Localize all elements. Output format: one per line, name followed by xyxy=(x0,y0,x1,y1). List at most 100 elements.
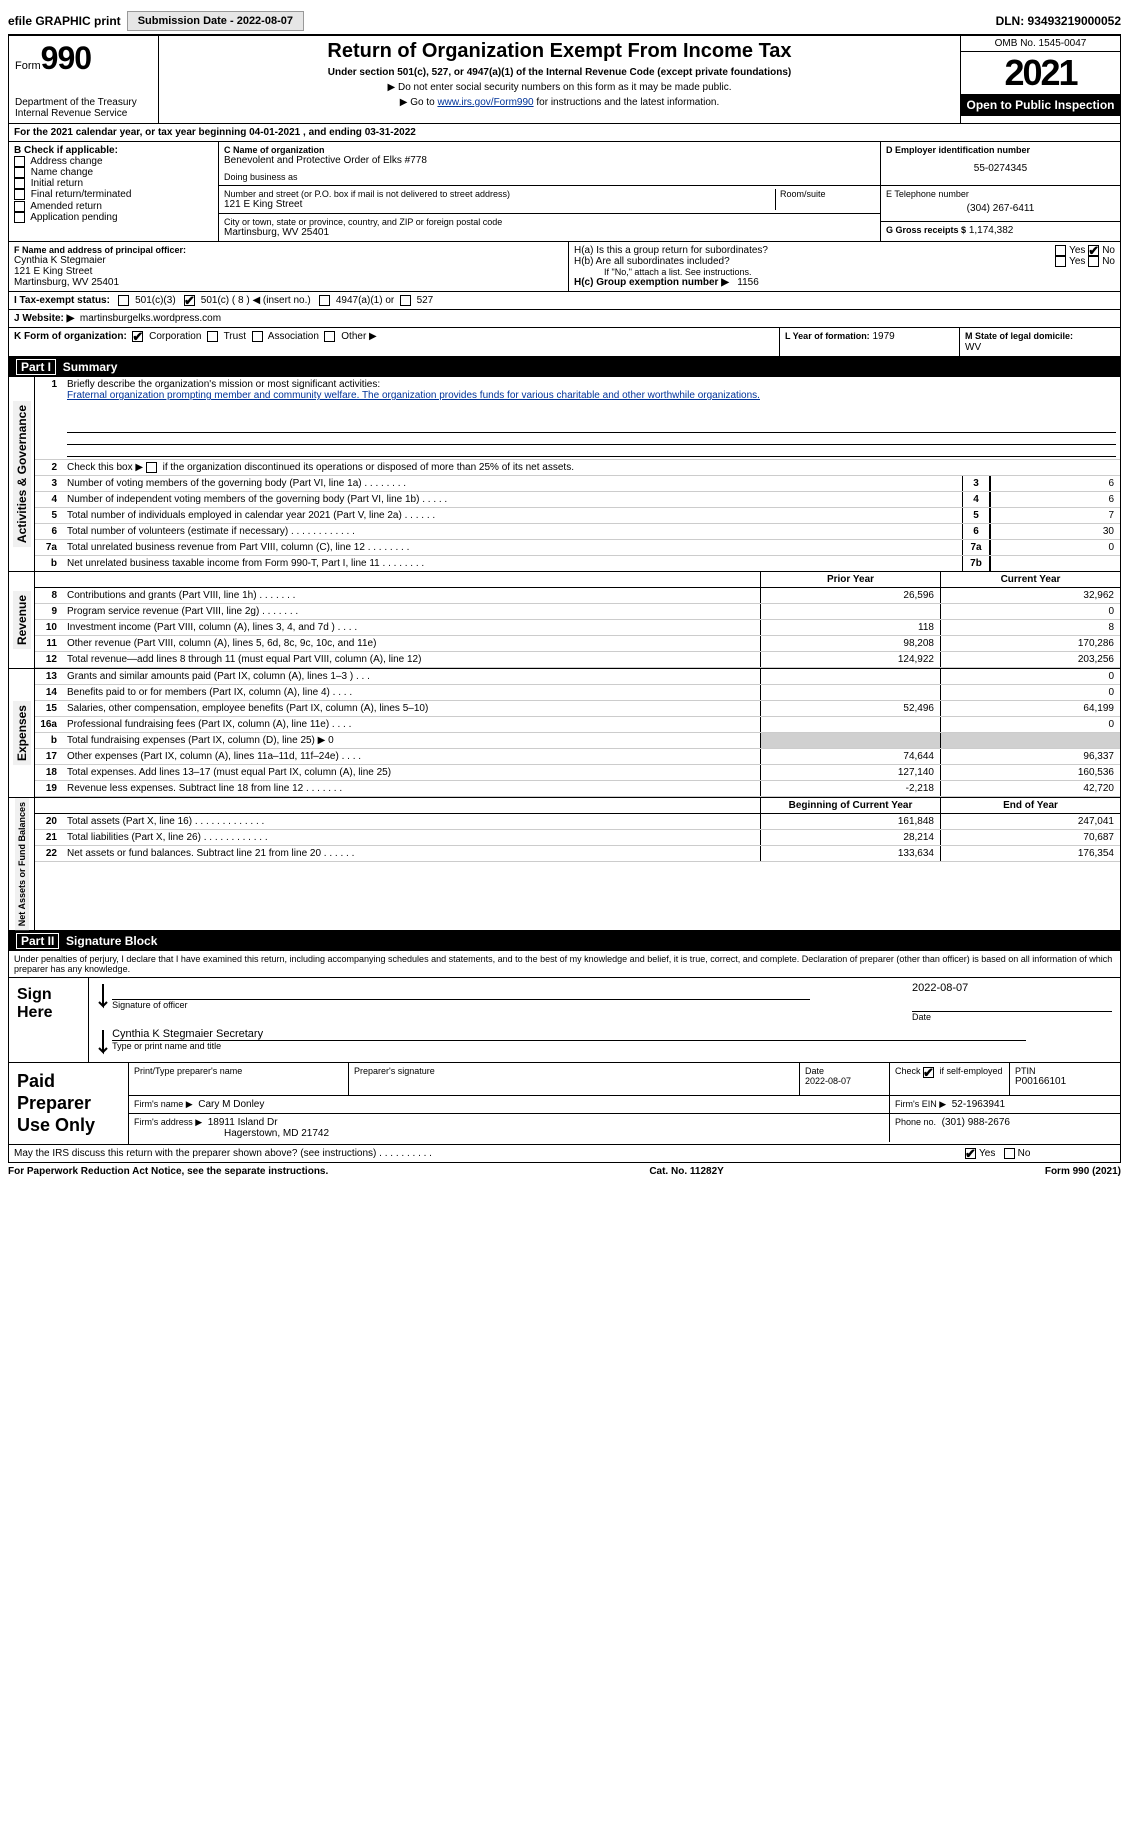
line-desc: Number of voting members of the governin… xyxy=(63,476,962,491)
line-num: 9 xyxy=(35,604,63,619)
k-label: K Form of organization: xyxy=(14,331,127,342)
sig-officer-label: Signature of officer xyxy=(112,1000,810,1010)
k-trust-check[interactable] xyxy=(207,331,218,342)
firm-ein-label: Firm's EIN ▶ xyxy=(895,1099,946,1109)
i-o3: 4947(a)(1) or xyxy=(336,295,394,306)
boxb-check[interactable] xyxy=(14,156,25,167)
officer-name-title: Cynthia K Stegmaier Secretary xyxy=(112,1028,1026,1041)
prior-year-val xyxy=(760,685,940,700)
phone-value: (304) 267-6411 xyxy=(886,199,1115,218)
f-label: F Name and address of principal officer: xyxy=(14,245,563,255)
form-number: 990 xyxy=(41,40,91,76)
prep-phone-label: Phone no. xyxy=(895,1117,936,1127)
boxb-check[interactable] xyxy=(14,178,25,189)
line-num: 4 xyxy=(35,492,63,507)
line-a: For the 2021 calendar year, or tax year … xyxy=(8,124,1121,142)
prior-year-val: 161,848 xyxy=(760,814,940,829)
line-num: b xyxy=(35,733,63,748)
self-emp: Check if self-employed xyxy=(895,1066,1004,1077)
current-year-val: 0 xyxy=(940,685,1120,700)
mission-text: Fraternal organization prompting member … xyxy=(67,390,760,401)
dln-label: DLN: 93493219000052 xyxy=(996,14,1121,28)
ha-no-check[interactable] xyxy=(1088,245,1099,256)
k-other-check[interactable] xyxy=(324,331,335,342)
k-assoc-check[interactable] xyxy=(252,331,263,342)
l-value: 1979 xyxy=(872,331,894,342)
line-num: 13 xyxy=(35,669,63,684)
prior-year-val: -2,218 xyxy=(760,781,940,796)
boxb-check[interactable] xyxy=(14,167,25,178)
footer-right: Form 990 (2021) xyxy=(1045,1166,1121,1177)
i-527-check[interactable] xyxy=(400,295,411,306)
boxb-check[interactable] xyxy=(14,189,25,200)
self-emp-check[interactable] xyxy=(923,1067,934,1078)
part1-title: Summary xyxy=(63,360,118,374)
current-year-val: 96,337 xyxy=(940,749,1120,764)
hc-value: 1156 xyxy=(737,277,759,288)
line-desc: Number of independent voting members of … xyxy=(63,492,962,507)
box-b: B Check if applicable: Address change Na… xyxy=(9,142,219,241)
i-o4: 527 xyxy=(417,295,434,306)
note2-pre: ▶ Go to xyxy=(400,97,438,108)
submission-date-button[interactable]: Submission Date - 2022-08-07 xyxy=(127,11,304,31)
discuss-no-check[interactable] xyxy=(1004,1148,1015,1159)
boxb-opt: Application pending xyxy=(30,212,117,223)
k-corp-check[interactable] xyxy=(132,331,143,342)
line-box: 7b xyxy=(962,556,990,571)
boxb-check[interactable] xyxy=(14,212,25,223)
hb-no-check[interactable] xyxy=(1088,256,1099,267)
line-desc: Net assets or fund balances. Subtract li… xyxy=(63,846,760,861)
boxb-check[interactable] xyxy=(14,201,25,212)
k-l-m-row: K Form of organization: Corporation Trus… xyxy=(8,328,1121,357)
line-desc: Revenue less expenses. Subtract line 18 … xyxy=(63,781,760,796)
l2-text2: if the organization discontinued its ope… xyxy=(163,462,574,473)
yes-label2: Yes xyxy=(1069,256,1085,267)
i-501c3-check[interactable] xyxy=(118,295,129,306)
line-num: 10 xyxy=(35,620,63,635)
line-box: 3 xyxy=(962,476,990,491)
line-desc: Total unrelated business revenue from Pa… xyxy=(63,540,962,555)
current-year-val: 0 xyxy=(940,604,1120,619)
hb-yes-check[interactable] xyxy=(1055,256,1066,267)
line-num: 2 xyxy=(35,460,63,475)
discuss-yes-check[interactable] xyxy=(965,1148,976,1159)
ha-label: H(a) Is this a group return for subordin… xyxy=(574,245,1055,256)
line-num: 21 xyxy=(35,830,63,845)
current-year-val: 42,720 xyxy=(940,781,1120,796)
form-note2: ▶ Go to www.irs.gov/Form990 for instruct… xyxy=(163,97,956,108)
line-num: 11 xyxy=(35,636,63,651)
room-label: Room/suite xyxy=(780,189,875,199)
irs-link[interactable]: www.irs.gov/Form990 xyxy=(437,97,533,108)
line-num: 22 xyxy=(35,846,63,861)
net-section: Net Assets or Fund Balances Beginning of… xyxy=(8,798,1121,931)
part2-num: Part II xyxy=(16,933,59,949)
discuss-yes: Yes xyxy=(979,1148,995,1159)
box-i: I Tax-exempt status: 501(c)(3) 501(c) ( … xyxy=(8,292,1121,310)
efile-label: efile GRAPHIC print xyxy=(8,14,121,28)
ptin-value: P00166101 xyxy=(1015,1076,1115,1087)
discuss-text: May the IRS discuss this return with the… xyxy=(14,1148,432,1159)
line-val: 6 xyxy=(990,492,1120,507)
prior-year-val: 133,634 xyxy=(760,846,940,861)
current-year-val: 203,256 xyxy=(940,652,1120,667)
box-b-title: B Check if applicable: xyxy=(14,145,213,156)
line-a-text: For the 2021 calendar year, or tax year … xyxy=(9,124,1120,141)
i-501c-check[interactable] xyxy=(184,295,195,306)
prep-name-label: Print/Type preparer's name xyxy=(134,1066,343,1076)
prior-year-val: 98,208 xyxy=(760,636,940,651)
no-label2: No xyxy=(1102,256,1115,267)
exp-section: Expenses 13Grants and similar amounts pa… xyxy=(8,669,1121,798)
prior-year-val: 127,140 xyxy=(760,765,940,780)
l2-check[interactable] xyxy=(146,462,157,473)
footer-mid: Cat. No. 11282Y xyxy=(649,1166,723,1177)
ha-yes-check[interactable] xyxy=(1055,245,1066,256)
part2-title: Signature Block xyxy=(66,934,157,948)
i-4947-check[interactable] xyxy=(319,295,330,306)
line-box: 6 xyxy=(962,524,990,539)
line-desc: Grants and similar amounts paid (Part IX… xyxy=(63,669,760,684)
firm-name-label: Firm's name ▶ xyxy=(134,1099,193,1109)
eoy-header: End of Year xyxy=(940,798,1120,813)
hc-label: H(c) Group exemption number ▶ xyxy=(574,277,729,288)
i-o2: 501(c) ( 8 ) ◀ (insert no.) xyxy=(201,295,311,306)
website-value: martinsburgelks.wordpress.com xyxy=(80,313,221,324)
